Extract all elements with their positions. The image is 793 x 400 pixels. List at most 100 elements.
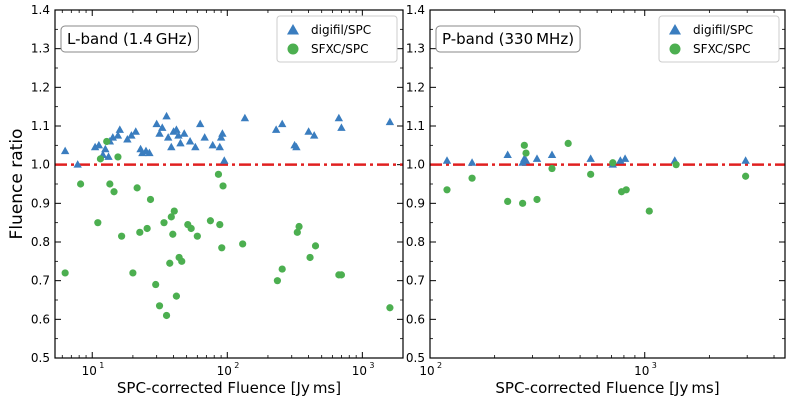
data-point-triangle [503,150,512,158]
y-tick-label: 1.0 [406,158,425,172]
data-point-circle [672,161,680,169]
data-point-circle [133,184,141,192]
data-point-triangle [518,158,527,166]
data-point-triangle [304,127,313,135]
data-point-circle [106,180,114,188]
y-tick-label: 1.3 [31,42,50,56]
data-point-circle [504,197,512,205]
data-point-circle [143,224,151,233]
y-tick-label: 1.4 [31,3,50,17]
data-point-circle [548,164,556,173]
data-point-circle [609,159,617,167]
y-tick-label: 0.9 [31,196,50,210]
data-point-circle [94,219,102,227]
y-tick-label: 1.3 [406,42,425,56]
data-point-circle [311,242,320,250]
data-point-triangle [521,156,531,164]
data-point-circle [520,141,528,149]
legend-marker-triangle [669,24,681,35]
panel-title-box [60,25,199,53]
y-tick-label: 1.4 [406,3,425,17]
data-point-circle [386,304,394,312]
data-point-circle [337,271,346,279]
data-point-circle [103,137,111,146]
data-point-triangle [127,131,136,139]
data-point-triangle [200,133,209,141]
data-point-circle [273,277,282,285]
data-point-triangle [334,113,344,122]
data-point-triangle [741,156,750,164]
data-point-circle [160,219,168,227]
y-tick-label: 0.8 [406,235,425,249]
x-tick-label: 10 [217,364,232,378]
data-point-circle [622,186,630,194]
y-tick-label: 1.1 [31,119,50,133]
legend-label: SFXC/SPC [693,42,751,56]
data-point-circle [178,257,186,265]
data-point-triangle [240,113,250,122]
data-point-circle [118,232,126,240]
data-point-triangle [101,144,110,153]
data-point-triangle [172,125,181,133]
y-tick-label: 0.5 [406,351,425,365]
data-point-circle [193,232,201,240]
data-point-triangle [115,125,125,133]
data-point-circle [239,240,247,248]
data-point-triangle [547,150,557,158]
y-tick-label: 0.5 [31,351,50,365]
y-tick-label: 1.2 [31,80,50,94]
data-point-triangle [60,146,70,155]
x-tick-label: 10 [352,364,367,378]
data-point-circle [742,172,750,180]
data-point-triangle [113,131,123,139]
data-point-circle [129,269,137,277]
legend-label: digifil/SPC [311,23,371,37]
data-point-circle [162,311,171,320]
data-point-triangle [442,156,452,164]
panel-title: P-band (330 MHz) [442,30,574,48]
data-point-circle [645,207,653,215]
panel-title: L-band (1.4 GHz) [67,30,192,48]
data-point-triangle [385,117,395,126]
data-point-triangle [174,131,183,139]
data-point-circle [146,195,155,204]
data-point-triangle [163,133,173,141]
y-tick-label: 0.6 [406,312,425,326]
data-point-circle [214,170,223,178]
data-point-circle [306,253,314,262]
data-point-circle [219,182,227,190]
data-point-triangle [216,133,226,141]
data-point-circle [564,139,572,147]
legend-label: digifil/SPC [693,23,753,37]
x-tick-label-exponent: 2 [437,361,442,370]
legend-marker-circle [669,43,681,55]
y-tick-label: 1.1 [406,119,425,133]
y-tick-label: 1.2 [406,80,425,94]
x-axis-label: SPC-corrected Fluence [Jy ms] [117,379,341,397]
data-point-triangle [73,160,82,168]
panel-p-band: 10 2 10 30.50.60.70.80.91.01.11.21.31.4P-ba… [406,3,786,397]
data-point-circle [519,199,527,207]
data-point-triangle [271,125,281,133]
data-point-circle [187,224,195,233]
data-point-triangle [586,154,595,162]
x-axis-label: SPC-corrected Fluence [Jy ms] [495,379,719,397]
x-tick-label-exponent: 1 [99,361,104,370]
y-tick-label: 0.9 [406,196,425,210]
data-point-triangle [131,127,140,135]
axes-frame [54,9,404,359]
data-point-circle [170,207,178,215]
data-point-circle [167,213,175,221]
data-point-circle [61,269,69,277]
data-point-triangle [158,123,167,131]
x-tick-label-exponent: 3 [652,361,657,370]
data-point-triangle [620,154,630,162]
x-tick-label: 10 [634,364,649,378]
data-point-triangle [195,119,205,128]
data-point-triangle [220,156,229,164]
data-point-circle [110,188,118,196]
y-tick-label: 1.0 [31,158,50,172]
data-point-triangle [162,111,171,120]
panel-title-box [435,25,581,53]
data-point-triangle [176,138,185,147]
